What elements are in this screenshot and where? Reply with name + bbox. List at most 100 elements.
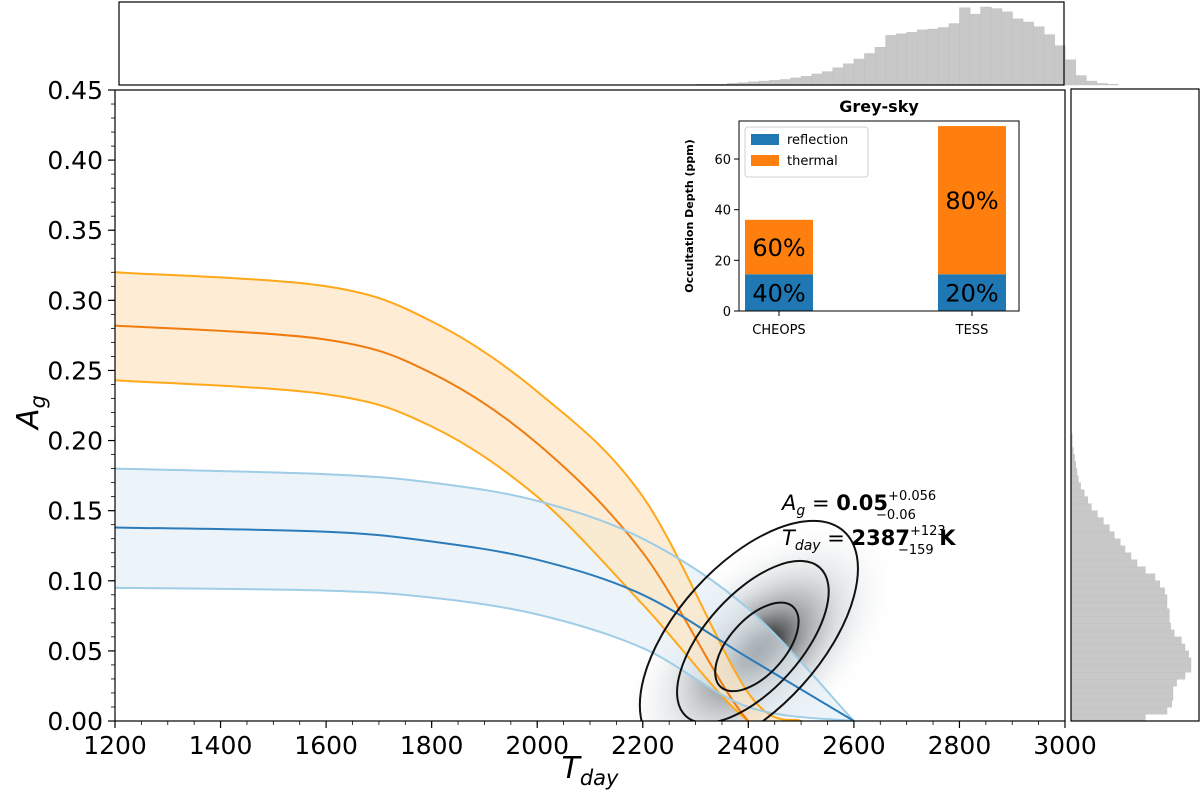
legend-thermal-swatch: [751, 155, 779, 166]
y-tick-label: 0.10: [47, 567, 103, 596]
top-hist-bar: [990, 8, 1003, 86]
y-tick-label: 0.15: [47, 497, 103, 526]
tday-annot-eq: =: [821, 526, 852, 550]
y-tick-label: 0.35: [47, 216, 103, 245]
top-hist-bar: [938, 27, 950, 86]
right-hist-bar: [1070, 643, 1186, 652]
top-hist-bar: [948, 23, 960, 86]
model-bands: [115, 271, 855, 721]
ag-annotation: Ag = 0.05+0.056 −0.06: [780, 489, 936, 523]
x-tick-label: 2200: [611, 731, 675, 760]
right-hist-bar: [1070, 545, 1126, 554]
inset-x-tick-label: CHEOPS: [752, 323, 805, 338]
tess-band-fill: [115, 272, 802, 721]
right-hist-bar: [1070, 559, 1138, 568]
tday-annotation: Tday = 2387+123 −159 K: [782, 524, 956, 558]
ag-annot-prefix: A: [780, 491, 796, 515]
inset-axes: 0 20 40 60 CHEOPS TESS: [714, 153, 988, 338]
top-hist-bar: [800, 76, 813, 86]
right-hist-bar: [1070, 608, 1170, 617]
inset-bar-cheops-thermal: [745, 219, 813, 275]
right-hist-bar: [1070, 496, 1088, 505]
right-hist-bar: [1070, 517, 1104, 526]
top-hist-bar: [906, 32, 918, 86]
right-hist-bar: [1070, 468, 1078, 477]
legend-thermal-label: thermal: [787, 154, 838, 169]
top-hist-bar: [769, 80, 781, 86]
tday-annot-suffix: K: [932, 526, 956, 550]
top-hist-bar: [1012, 18, 1024, 86]
right-hist-bar: [1070, 692, 1174, 701]
y-tick-label: 0.05: [47, 637, 103, 666]
right-histogram: [1070, 433, 1192, 722]
right-hist-bar: [1070, 482, 1081, 491]
top-hist-bar: [980, 6, 992, 86]
tday-annot-sup: +123: [910, 524, 946, 539]
tday-annot-prefix: T: [782, 526, 797, 550]
inset-y-tick-label: 40: [714, 204, 731, 219]
right-hist-bar: [1070, 671, 1186, 680]
right-hist-bar: [1070, 650, 1189, 659]
contour-middle: [676, 559, 830, 721]
top-hist-bar: [811, 73, 823, 86]
top-hist-bar: [874, 46, 887, 86]
right-hist-bar: [1070, 615, 1170, 624]
inset-bar-tess-reflection: [938, 274, 1006, 311]
inset-y-tick-label: 60: [714, 153, 731, 168]
right-hist-bar: [1070, 601, 1168, 610]
y-tick-label: 0.20: [47, 427, 103, 456]
x-tick-label: 2000: [505, 731, 569, 760]
inset-pct-cheops-thermal: 60%: [752, 234, 805, 262]
inset-bars: 40% 60% 20% 80%: [745, 126, 1006, 311]
tday-annot-inf: −159: [898, 543, 934, 558]
right-hist-bar: [1070, 629, 1175, 638]
main-axes: 1200 1400 1600 1800 2000 2200 2400 2600 2800 3000…: [47, 76, 1096, 760]
right-hist-bar: [1070, 510, 1098, 519]
right-hist-bar: [1070, 461, 1077, 470]
top-hist-bar: [779, 79, 792, 86]
right-hist-bar: [1070, 713, 1146, 722]
top-hist-bar: [832, 67, 844, 86]
inset-frame: [738, 120, 1020, 312]
x-tick-label: 2800: [928, 731, 992, 760]
cheops-upper-line: [115, 467, 855, 721]
top-hist-bar: [885, 35, 897, 86]
inset-pct-tess-reflection: 20%: [945, 280, 998, 308]
right-hist-bar: [1070, 503, 1092, 512]
top-hist-bar: [853, 58, 865, 86]
right-hist-bar: [1070, 657, 1192, 666]
right-hist-bar: [1070, 538, 1121, 547]
y-axis-label: Ag: [11, 395, 50, 431]
tday-annot-value: 2387: [852, 526, 910, 550]
right-hist-bar: [1070, 573, 1156, 582]
x-label-main: T: [562, 751, 583, 786]
inset-y-tick-label: 20: [714, 254, 731, 269]
top-hist-bar: [895, 33, 908, 86]
inset-bar-cheops-reflection: [745, 274, 813, 311]
legend-reflection-swatch: [751, 134, 779, 145]
ag-annot-inf: −0.06: [876, 508, 916, 523]
tess-lower-line: [115, 379, 802, 721]
right-hist-bar: [1070, 475, 1079, 484]
contour-inner: [714, 601, 800, 693]
ag-annot-sub: g: [796, 503, 805, 519]
right-hist-bar: [1070, 566, 1146, 575]
inset-pct-tess-thermal: 80%: [945, 187, 998, 215]
right-hist-bar: [1070, 489, 1085, 498]
top-histogram-frame: [118, 1, 1065, 86]
x-tick-label: 1600: [294, 731, 358, 760]
x-tick-label: 3000: [1033, 731, 1097, 760]
right-hist-bar: [1070, 706, 1168, 715]
top-hist-bar: [1001, 11, 1013, 86]
top-hist-bar: [843, 63, 855, 86]
right-hist-bar: [1070, 552, 1132, 561]
contour-outer: [638, 519, 859, 721]
top-hist-bar: [1096, 83, 1108, 86]
inset-y-label: Occultation Depth (ppm): [683, 139, 696, 293]
inset-title: Grey-sky: [839, 97, 919, 116]
top-histogram: [695, 6, 1119, 86]
tday-annot-sub: day: [795, 538, 821, 554]
ag-annot-sup: +0.056: [888, 489, 936, 504]
